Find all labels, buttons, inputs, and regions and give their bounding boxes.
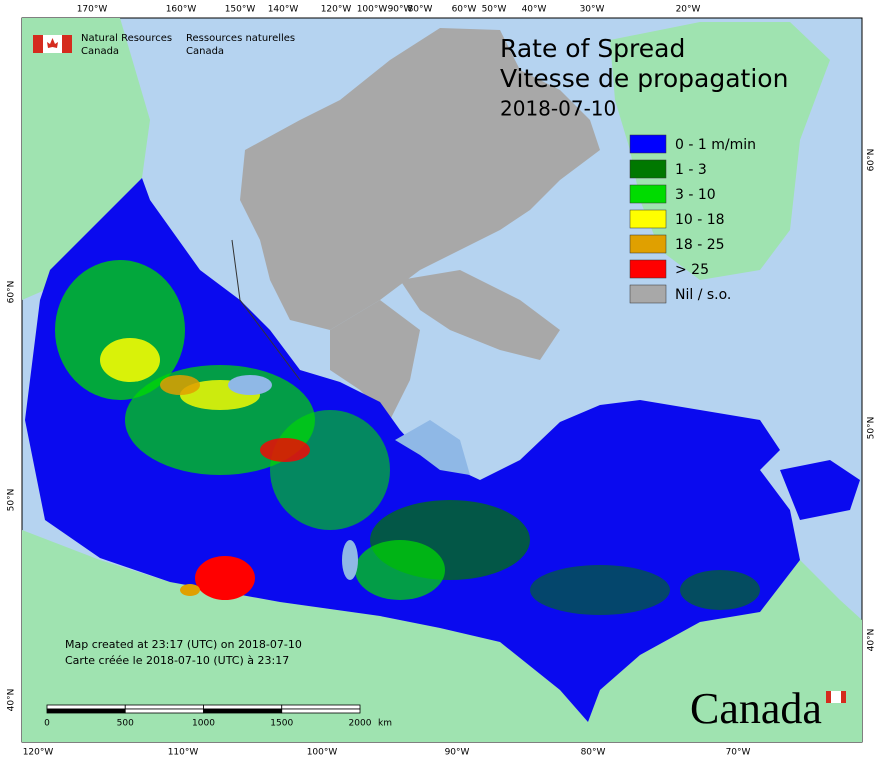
flag-leaf bbox=[47, 38, 58, 48]
land-north-coast bbox=[330, 300, 420, 420]
legend-swatch bbox=[629, 234, 667, 254]
wordmark: Canada bbox=[690, 684, 846, 733]
scale-label: 2000 bbox=[349, 719, 372, 729]
graticule-label: 160°W bbox=[166, 5, 197, 15]
legend-label: 3 - 10 bbox=[675, 187, 716, 203]
scale-label: 1000 bbox=[192, 719, 215, 729]
graticule-label: 140°W bbox=[268, 5, 299, 15]
graticule-label: 40°N bbox=[867, 629, 877, 652]
graticule-label: 40°N bbox=[7, 689, 17, 712]
agency-fr: Ressources naturelles bbox=[186, 33, 295, 44]
scale-segment bbox=[46, 704, 126, 710]
legend-swatch bbox=[629, 159, 667, 179]
graticule-label: 100°W bbox=[357, 5, 388, 15]
land-alaska bbox=[22, 18, 150, 300]
agency-en: Natural Resources bbox=[81, 33, 172, 44]
legend-label: 0 - 1 m/min bbox=[675, 137, 756, 153]
graticule-label: 120°W bbox=[23, 748, 54, 758]
scale-label: 0 bbox=[44, 719, 50, 729]
patch-orange bbox=[180, 584, 200, 596]
lake bbox=[228, 375, 272, 395]
boundary-line bbox=[231, 239, 301, 381]
land-baffin bbox=[400, 270, 560, 360]
graticule-label: 60°N bbox=[7, 281, 17, 304]
graticule-label: 40°W bbox=[522, 5, 547, 15]
land-arctic-islands bbox=[240, 28, 600, 330]
graticule-label: 80°W bbox=[581, 748, 606, 758]
scale-segment bbox=[281, 704, 361, 710]
legend-swatch bbox=[629, 259, 667, 279]
graticule-labels: 170°W 160°W 150°W 140°W 120°W 100°W 90°W80°W 60… bbox=[7, 5, 877, 758]
note: Map created at 23:17 (UTC) on 2018-07-10 bbox=[65, 638, 302, 651]
patch-yellow bbox=[100, 338, 160, 382]
graticule-label: 50°W bbox=[482, 5, 507, 15]
legend-label: 18 - 25 bbox=[675, 237, 725, 253]
date: 2018-07-10 bbox=[500, 97, 616, 121]
legend-swatch bbox=[629, 209, 667, 229]
scale-label: 1500 bbox=[270, 719, 293, 729]
water-bay bbox=[395, 420, 470, 475]
wordmark-text: Canada bbox=[690, 684, 822, 733]
scale-label: 500 bbox=[117, 719, 134, 729]
agency-signature: Natural Resources Canada Ressources natu… bbox=[33, 33, 295, 57]
legend-label: > 25 bbox=[675, 262, 709, 278]
graticule-label: 170°W bbox=[77, 5, 108, 15]
graticule-label: 60°W bbox=[452, 5, 477, 15]
agency-fr: Canada bbox=[186, 46, 224, 57]
graticule-label: 20°W bbox=[676, 5, 701, 15]
patch-darkgreen bbox=[680, 570, 760, 610]
graticule-label: 90°W bbox=[445, 748, 470, 758]
legend-swatch bbox=[629, 184, 667, 204]
graticule-label: 50°N bbox=[867, 417, 877, 440]
scale-segment bbox=[203, 708, 283, 714]
patch-darkgreen bbox=[530, 565, 670, 615]
patch-red bbox=[260, 438, 310, 462]
lake bbox=[342, 540, 358, 580]
note: Carte créée le 2018-07-10 (UTC) à 23:17 bbox=[65, 654, 289, 667]
graticule-label: 120°W bbox=[321, 5, 352, 15]
land-usa bbox=[22, 530, 862, 742]
agency-en: Canada bbox=[81, 46, 119, 57]
scale-segment bbox=[124, 708, 204, 714]
scale-segment bbox=[203, 704, 283, 710]
legend: 0 - 1 m/min 1 - 3 3 - 10 10 - 18 18 - 25 > 25… bbox=[629, 134, 756, 304]
graticule-label: 100°W bbox=[307, 748, 338, 758]
title: Rate of Spread bbox=[500, 34, 685, 63]
basemap bbox=[22, 18, 862, 742]
patch-green bbox=[355, 540, 445, 600]
wordmark-flag bbox=[831, 691, 841, 703]
land-newfoundland bbox=[780, 460, 860, 520]
patch-red bbox=[195, 556, 255, 600]
graticule-label: 60°N bbox=[867, 149, 877, 172]
patch-orange bbox=[160, 375, 200, 395]
flag-bar bbox=[62, 35, 72, 53]
legend-label: 10 - 18 bbox=[675, 212, 725, 228]
graticule-label: 80°W bbox=[408, 5, 433, 15]
scale-segment bbox=[124, 704, 204, 710]
patch-green bbox=[270, 410, 390, 530]
scale-segment bbox=[46, 708, 126, 714]
scale-segment bbox=[281, 708, 361, 714]
graticule-label: 70°W bbox=[726, 748, 751, 758]
legend-swatch bbox=[629, 284, 667, 304]
flag-bar bbox=[33, 35, 43, 53]
graticule-label: 50°N bbox=[7, 489, 17, 512]
legend-label: Nil / s.o. bbox=[675, 287, 731, 303]
graticule-label: 30°W bbox=[580, 5, 605, 15]
graticule-label: 110°W bbox=[168, 748, 199, 758]
legend-label: 1 - 3 bbox=[675, 162, 707, 178]
scale-unit: km bbox=[378, 719, 392, 729]
legend-swatch bbox=[629, 134, 667, 154]
graticule-label: 150°W bbox=[225, 5, 256, 15]
graticule-label: 90°W bbox=[388, 5, 413, 15]
title: Vitesse de propagation bbox=[500, 64, 788, 93]
scale-bar: 0 500 1000 1500 2000 km bbox=[44, 704, 392, 729]
